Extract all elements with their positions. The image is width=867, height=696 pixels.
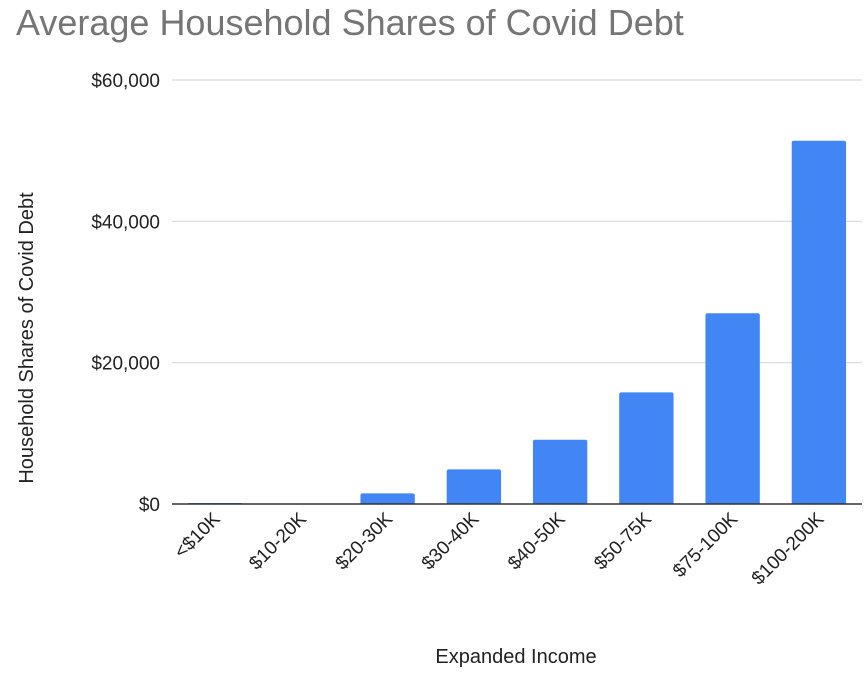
x-tick-label: <$10K (171, 508, 225, 562)
y-axis-label: Household Shares of Covid Debt (16, 192, 38, 484)
y-axis-ticks: $0 $20,000 $40,000 $60,000 (91, 71, 160, 516)
bar (360, 493, 415, 504)
x-axis-label: Expanded Income (435, 646, 596, 668)
bar (446, 469, 502, 504)
bar (532, 439, 588, 504)
x-tick-label: $20-30K (332, 508, 398, 574)
x-tick-label: $40-50K (504, 508, 570, 574)
bar (791, 140, 847, 505)
x-tick-label: $30-40K (418, 508, 484, 574)
x-tick-label: $75-100K (669, 508, 742, 581)
bars (187, 140, 847, 505)
x-tick-label: $50-75K (590, 508, 656, 574)
chart-title: Average Household Shares of Covid Debt (16, 2, 684, 43)
y-tick-label: $20,000 (91, 354, 160, 375)
y-tick-label: $40,000 (91, 212, 160, 233)
y-tick-label: $60,000 (91, 71, 160, 92)
x-tick-label: $100-200K (748, 508, 829, 589)
bar (619, 392, 674, 504)
x-tick-label: $10-20K (245, 508, 311, 574)
bar (705, 313, 760, 504)
y-tick-label: $0 (139, 495, 160, 516)
x-axis-ticks: <$10K $10-20K $20-30K $30-40K $40-50K $50-75K… (171, 508, 829, 589)
